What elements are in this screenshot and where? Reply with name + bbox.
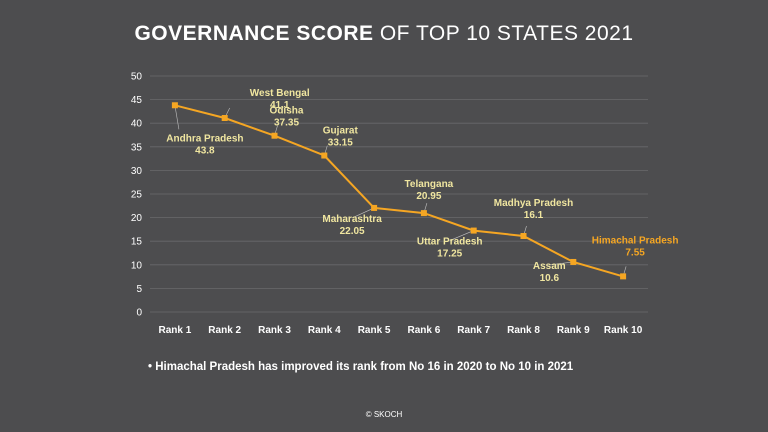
data-point	[271, 132, 278, 139]
data-label-name: Gujarat	[323, 126, 359, 137]
x-tick-label: Rank 2	[208, 325, 241, 336]
x-tick-label: Rank 8	[507, 325, 540, 336]
chart-title: GOVERNANCE SCORE OF TOP 10 STATES 2021	[0, 22, 768, 46]
data-label-name: Telangana	[405, 179, 454, 190]
y-tick-label: 30	[131, 166, 143, 177]
data-point	[221, 115, 228, 122]
copyright: © SKOCH	[365, 410, 403, 419]
data-label-value: 37.35	[274, 118, 299, 129]
data-label-name: Assam	[533, 261, 566, 272]
data-point	[371, 204, 378, 211]
data-point	[620, 273, 627, 280]
y-tick-label: 40	[131, 119, 143, 130]
leader-line	[174, 105, 180, 130]
data-label-name: Odisha	[270, 106, 304, 117]
series-line	[174, 104, 624, 278]
y-tick-label: 5	[136, 284, 142, 295]
x-tick-label: Rank 6	[408, 325, 441, 336]
data-label-value: 41.1	[270, 100, 290, 111]
data-label-name: Andhra Pradesh	[166, 133, 243, 144]
x-tick-label: Rank 7	[457, 325, 490, 336]
x-tick-label: Rank 9	[557, 325, 590, 336]
data-point	[520, 233, 527, 240]
x-tick-label: Rank 1	[159, 325, 192, 336]
y-tick-label: 35	[131, 142, 143, 153]
y-tick-label: 0	[136, 308, 142, 319]
x-tick-label: Rank 3	[258, 325, 291, 336]
data-label-name: Himachal Pradesh	[592, 235, 679, 246]
data-label-name: Uttar Pradesh	[417, 237, 483, 248]
data-point	[420, 210, 427, 217]
data-label-value: 16.1	[524, 210, 544, 221]
data-label-value: 17.25	[437, 249, 462, 260]
footnote: • Himachal Pradesh has improved its rank…	[148, 361, 574, 373]
data-label-value: 10.6	[540, 273, 560, 284]
data-label-value: 22.05	[340, 226, 365, 237]
data-point	[171, 102, 178, 109]
chart-title-bold: GOVERNANCE SCORE	[134, 22, 374, 45]
data-point	[321, 152, 328, 159]
x-tick-label: Rank 5	[358, 325, 391, 336]
y-tick-label: 45	[131, 95, 143, 106]
leader-line	[351, 207, 375, 219]
y-tick-label: 25	[131, 190, 143, 201]
data-label-value: 33.15	[328, 138, 353, 149]
leader-line	[449, 230, 474, 241]
data-point	[570, 258, 577, 265]
data-label-name: Maharashtra	[322, 214, 382, 225]
y-tick-label: 10	[131, 260, 143, 271]
data-point	[470, 227, 477, 234]
y-tick-label: 50	[131, 72, 143, 83]
data-label-value: 20.95	[416, 191, 441, 202]
data-label-name: West Bengal	[250, 88, 310, 99]
data-label-value: 7.55	[625, 247, 645, 258]
chart-title-rest: OF TOP 10 STATES 2021	[373, 22, 634, 45]
y-tick-label: 20	[131, 213, 143, 224]
leader-line	[549, 261, 574, 266]
x-tick-label: Rank 4	[308, 325, 341, 336]
x-tick-label: Rank 10	[604, 325, 643, 336]
data-label-value: 43.8	[195, 145, 215, 156]
data-label-name: Madhya Pradesh	[494, 198, 573, 209]
y-tick-label: 15	[131, 237, 143, 248]
